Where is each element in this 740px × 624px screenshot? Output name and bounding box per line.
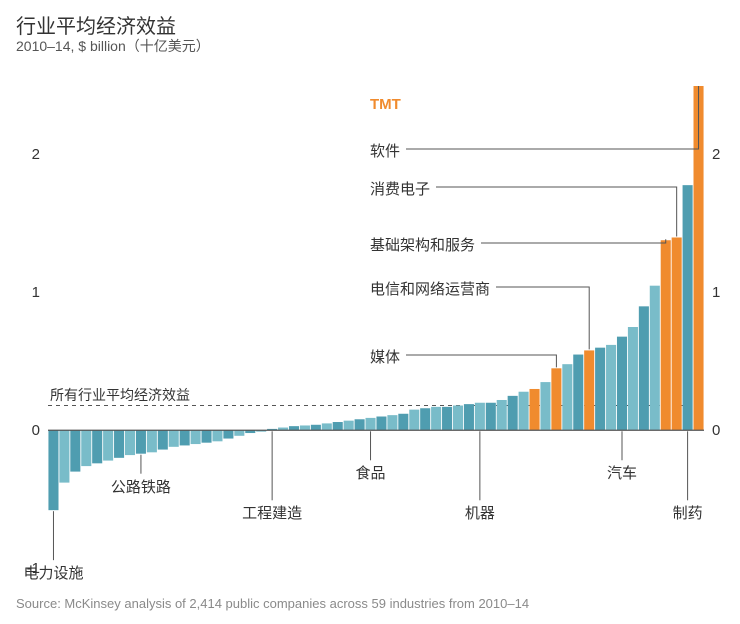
bar	[300, 425, 310, 430]
y-tick-left: 0	[32, 422, 40, 439]
bar	[103, 430, 113, 460]
bar	[409, 410, 419, 431]
bar	[344, 421, 354, 431]
bar	[289, 426, 299, 430]
bar	[169, 430, 179, 447]
bar	[595, 348, 605, 431]
bottom-callout-label: 制药	[673, 502, 703, 523]
bar	[59, 430, 69, 482]
top-callout-label: 媒体	[370, 346, 400, 367]
bar	[81, 430, 91, 466]
bar	[234, 430, 244, 436]
bar	[486, 403, 496, 431]
bar	[92, 430, 102, 463]
top-callout-label: 软件	[370, 140, 400, 161]
bottom-callout-label: 机器	[465, 502, 495, 523]
bar	[442, 407, 452, 430]
callout-header: TMT	[370, 96, 401, 113]
page-root: 行业平均经济效益 2010–14, $ billion（十亿美元） Source…	[0, 0, 740, 624]
reference-line-label: 所有行业平均经济效益	[50, 385, 190, 405]
bottom-callout-label: 电力设施	[23, 562, 83, 583]
bar	[628, 327, 638, 430]
y-tick-right: 1	[712, 284, 720, 301]
bar	[202, 430, 212, 442]
y-tick-left: 2	[32, 146, 40, 163]
bar	[311, 425, 321, 431]
bar	[584, 350, 594, 430]
bar	[661, 240, 671, 430]
bar	[562, 364, 572, 430]
bar	[191, 430, 201, 444]
bar	[147, 430, 157, 452]
top-callout-label: 基础架构和服务	[370, 234, 475, 255]
bar	[158, 430, 168, 449]
bar	[136, 430, 146, 453]
bar	[672, 237, 682, 430]
bar	[114, 430, 124, 458]
chart-title: 行业平均经济效益	[16, 10, 176, 39]
y-tick-right: 0	[712, 422, 720, 439]
bar	[639, 306, 649, 430]
bar	[617, 337, 627, 431]
bar	[376, 417, 386, 431]
source-note: Source: McKinsey analysis of 2,414 publi…	[16, 596, 529, 611]
bar	[212, 430, 222, 441]
bar	[48, 430, 58, 510]
top-callout-label: 电信和网络运营商	[370, 278, 490, 299]
bottom-callout-label: 汽车	[607, 462, 637, 483]
bar	[464, 404, 474, 430]
bar	[530, 389, 540, 430]
bar	[420, 408, 430, 430]
y-tick-left: 1	[32, 284, 40, 301]
bottom-callout-label: 食品	[356, 462, 386, 483]
bar	[683, 185, 693, 430]
bar	[333, 422, 343, 430]
bar	[475, 403, 485, 431]
bar	[322, 423, 332, 430]
bar	[551, 368, 561, 430]
bar	[125, 430, 135, 455]
bar	[650, 286, 660, 431]
bottom-callout-label: 工程建造	[242, 502, 302, 523]
bar	[355, 419, 365, 430]
top-callout-label: 消费电子	[370, 178, 430, 199]
bar	[366, 418, 376, 430]
bar	[508, 396, 518, 430]
bottom-callout-label: 公路铁路	[111, 476, 171, 497]
bar	[398, 414, 408, 431]
bar	[223, 430, 233, 438]
bar	[540, 382, 550, 430]
bar	[453, 406, 463, 431]
y-tick-right: 2	[712, 146, 720, 163]
bar	[180, 430, 190, 445]
bar	[519, 392, 529, 431]
bar	[70, 430, 80, 471]
bar	[387, 415, 397, 430]
chart-subtitle: 2010–14, $ billion（十亿美元）	[16, 36, 210, 56]
bar	[606, 345, 616, 430]
bar	[431, 407, 441, 430]
bar	[497, 400, 507, 430]
bar	[573, 355, 583, 431]
